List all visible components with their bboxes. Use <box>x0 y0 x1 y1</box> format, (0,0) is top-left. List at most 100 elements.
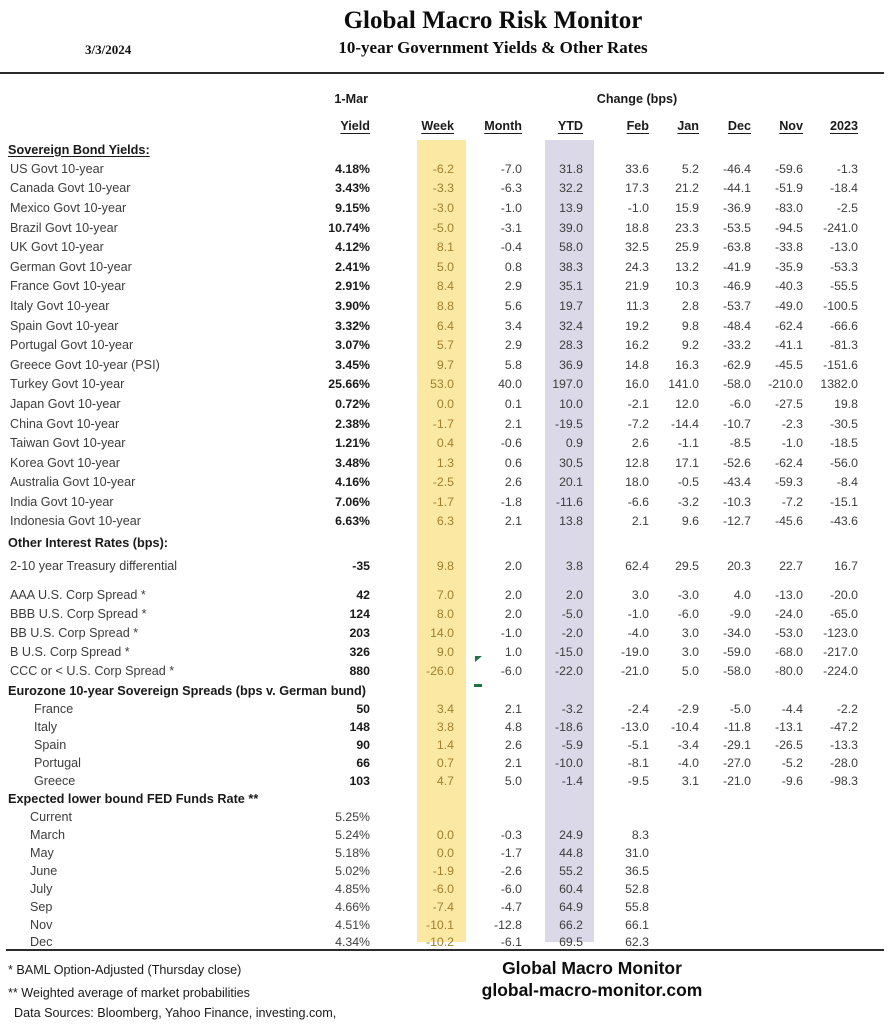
cell-yield: 25.66% <box>328 377 370 392</box>
table-row: 2-10 year Treasury differential -35 9.8 2.0… <box>8 556 884 575</box>
cell-y2023: 16.7 <box>834 558 858 573</box>
week-highlight-band <box>417 140 466 942</box>
cell-yield: 3.45% <box>335 357 370 372</box>
cell-week: -5.0 <box>432 220 454 235</box>
cell-feb: -21.0 <box>620 663 649 678</box>
table-row: Japan Govt 10-year 0.72% 0.0 0.1 10.0 -2.1 12.… <box>8 394 884 414</box>
cell-ytd: -10.0 <box>554 756 583 771</box>
row-label: Nov <box>30 917 53 932</box>
cell-month: -1.0 <box>500 625 522 640</box>
cell-ytd: 31.8 <box>559 161 583 176</box>
cell-feb: -2.4 <box>627 702 649 717</box>
cell-ytd: 36.9 <box>559 357 583 372</box>
cell-month: -7.0 <box>500 161 522 176</box>
cell-ytd: -3.2 <box>561 702 583 717</box>
row-label: Italy <box>34 720 58 735</box>
cell-y2023: -241.0 <box>823 220 858 235</box>
table-row: France Govt 10-year 2.91% 8.4 2.9 35.1 21.9 10… <box>8 277 884 297</box>
cell-feb: -1.0 <box>627 606 649 621</box>
cell-jan: -0.5 <box>677 475 699 490</box>
cell-week: -2.5 <box>432 475 454 490</box>
cell-y2023: -224.0 <box>823 663 858 678</box>
cell-feb: 21.9 <box>625 279 649 294</box>
report-date: 3/3/2024 <box>85 42 132 57</box>
cell-yield: 90 <box>356 738 370 753</box>
cell-y2023: -13.0 <box>829 240 858 255</box>
cell-y2023: -2.5 <box>836 200 858 215</box>
cell-yield: 6.63% <box>335 514 370 529</box>
cell-y2023: -20.0 <box>829 587 858 602</box>
table-row: July 4.85% -6.0 -6.0 60.4 52.8 <box>8 880 884 898</box>
cell-week: 0.4 <box>436 436 454 451</box>
cell-week: 0.0 <box>436 396 454 411</box>
table-row: Mexico Govt 10-year 9.15% -3.0 -1.0 13.9 -1.0… <box>8 198 884 218</box>
table-row: Korea Govt 10-year 3.48% 1.3 0.6 30.5 12.8 17.… <box>8 453 884 473</box>
cell-feb: 18.8 <box>625 220 649 235</box>
table-row: Canada Govt 10-year 3.43% -3.3 -6.3 32.2 17.3… <box>8 179 884 199</box>
cell-feb: 16.0 <box>625 377 649 392</box>
row-label: Dec <box>30 935 53 950</box>
cell-nov: -2.3 <box>781 416 803 431</box>
table-row: BB U.S. Corp Spread * 203 14.0 -1.0 -2.0 -4.0… <box>8 623 884 642</box>
cell-jan: 5.0 <box>681 663 699 678</box>
cell-dec: -27.0 <box>722 756 751 771</box>
cell-week: 14.0 <box>430 625 454 640</box>
cell-jan: -14.4 <box>670 416 699 431</box>
table-section: Expected lower bound FED Funds Rate ** Cu… <box>8 790 884 951</box>
cell-y2023: -151.6 <box>823 357 858 372</box>
cell-yield: 203 <box>349 625 370 640</box>
cell-jan: 15.9 <box>675 200 699 215</box>
row-label: June <box>30 863 58 878</box>
cell-yield: 4.12% <box>335 240 370 255</box>
cell-month: 2.0 <box>504 587 522 602</box>
cell-dec: -46.4 <box>722 161 751 176</box>
cell-dec: -21.0 <box>722 774 751 789</box>
cell-ytd: 32.2 <box>559 181 583 196</box>
cell-yield: 5.02% <box>335 863 370 878</box>
header-divider <box>0 72 884 74</box>
cell-ytd: -15.0 <box>554 644 583 659</box>
cell-month: 2.6 <box>504 738 522 753</box>
row-label: China Govt 10-year <box>10 416 120 431</box>
cell-ytd: 58.0 <box>559 240 583 255</box>
cell-jan: 141.0 <box>668 377 699 392</box>
cell-y2023: -53.3 <box>829 259 858 274</box>
cell-y2023: 1382.0 <box>820 377 858 392</box>
cell-month: 0.1 <box>504 396 522 411</box>
cell-yield: 5.24% <box>335 828 370 843</box>
cell-nov: -5.2 <box>781 756 803 771</box>
cell-ytd: -2.0 <box>561 625 583 640</box>
row-label: Spain <box>34 738 67 753</box>
cell-yield: 3.43% <box>335 181 370 196</box>
cell-jan: 9.6 <box>681 514 699 529</box>
cell-yield: 10.74% <box>328 220 370 235</box>
cell-dec: -10.3 <box>722 494 751 509</box>
table-body: Sovereign Bond Yields: US Govt 10-year 4.1… <box>8 140 884 951</box>
cell-ytd: 64.9 <box>559 899 583 914</box>
cell-yield: 4.18% <box>335 161 370 176</box>
cell-ytd: -19.5 <box>554 416 583 431</box>
cell-week: 9.0 <box>436 644 454 659</box>
cell-feb: 3.0 <box>631 587 649 602</box>
table-row: Portugal 66 0.7 2.1 -10.0 -8.1 -4.0 -27.0 -5.2 -2… <box>8 754 884 772</box>
cell-week: 53.0 <box>430 377 454 392</box>
cell-week: 1.3 <box>436 455 454 470</box>
cell-week: -1.7 <box>432 416 454 431</box>
cell-ytd: 3.8 <box>565 558 583 573</box>
brand-name: Global Macro Monitor <box>502 958 682 978</box>
cell-y2023: -123.0 <box>823 625 858 640</box>
cell-feb: -6.6 <box>627 494 649 509</box>
cell-week: 5.7 <box>436 338 454 353</box>
cell-nov: -45.6 <box>774 514 803 529</box>
cell-jan: -10.4 <box>670 720 699 735</box>
row-label: German Govt 10-year <box>10 259 132 274</box>
brand-block: Global Macro Monitor global-macro-monito… <box>292 958 892 1002</box>
cell-month: 5.6 <box>504 298 522 313</box>
cell-ytd: 0.9 <box>565 436 583 451</box>
cell-month: -1.7 <box>500 846 522 860</box>
comment-dash-icon <box>474 684 482 687</box>
cell-dec: -59.0 <box>722 644 751 659</box>
row-label: Greece <box>34 774 76 789</box>
cell-jan: -3.2 <box>677 494 699 509</box>
cell-month: -2.6 <box>500 863 522 878</box>
